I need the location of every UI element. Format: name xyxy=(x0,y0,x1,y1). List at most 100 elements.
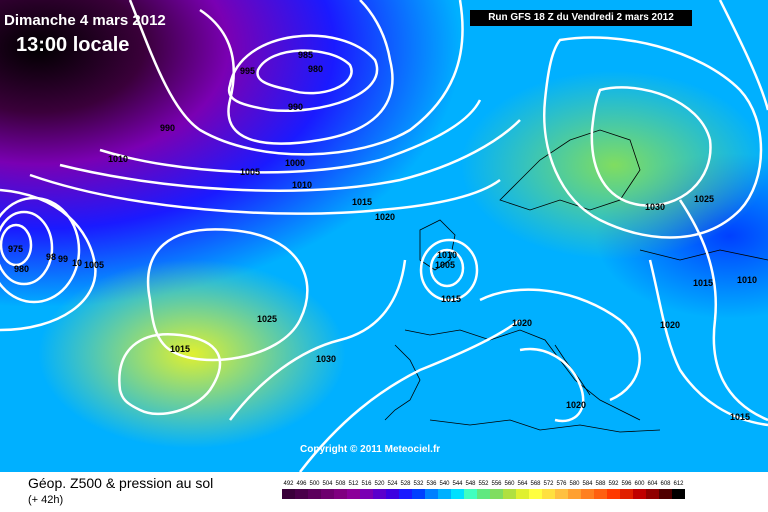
scale-step-label: 604 xyxy=(647,481,658,487)
isobar-label: 990 xyxy=(160,123,175,133)
scale-step-swatch xyxy=(425,489,438,499)
scale-step: 516 xyxy=(360,480,373,499)
scale-step-label: 504 xyxy=(322,481,333,487)
forecast-time: 13:00 locale xyxy=(16,34,130,56)
weather-map: 985 980 995 990 990 1010 1000 1005 1010 … xyxy=(0,0,768,472)
scale-step: 560 xyxy=(503,480,516,499)
scale-step-swatch xyxy=(607,489,620,499)
scale-step-label: 592 xyxy=(608,481,619,487)
scale-step: 504 xyxy=(321,480,334,499)
scale-step-label: 572 xyxy=(543,481,554,487)
isobar-label: 1005 xyxy=(84,260,104,270)
isobar-label: 1030 xyxy=(645,202,665,212)
scale-step-label: 508 xyxy=(335,481,346,487)
scale-step-label: 556 xyxy=(491,481,502,487)
legend-footer: Géop. Z500 & pression au sol (+ 42h) 492… xyxy=(0,472,768,512)
scale-step-label: 524 xyxy=(387,481,398,487)
scale-step: 568 xyxy=(529,480,542,499)
scale-step-label: 492 xyxy=(283,481,294,487)
scale-step-label: 576 xyxy=(556,481,567,487)
scale-step-label: 588 xyxy=(595,481,606,487)
scale-step: 492 xyxy=(282,480,295,499)
scale-step-swatch xyxy=(542,489,555,499)
isobar-label: 1010 xyxy=(737,275,757,285)
scale-step: 500 xyxy=(308,480,321,499)
scale-step-swatch xyxy=(373,489,386,499)
scale-step: 592 xyxy=(607,480,620,499)
atlantic-ridge-field xyxy=(0,0,768,472)
isobar-label: 975 xyxy=(8,244,23,254)
scale-step-swatch xyxy=(321,489,334,499)
scale-step-swatch xyxy=(672,489,685,499)
isobar-label: 1015 xyxy=(352,197,372,207)
coastlines xyxy=(384,129,768,433)
scale-step-swatch xyxy=(646,489,659,499)
scale-step-label: 552 xyxy=(478,481,489,487)
scale-step-swatch xyxy=(516,489,529,499)
scale-step-label: 584 xyxy=(582,481,593,487)
scale-step: 600 xyxy=(633,480,646,499)
legend-title: Géop. Z500 & pression au sol xyxy=(28,475,214,491)
scale-step-swatch xyxy=(412,489,425,499)
isobar-label: 1010 xyxy=(437,250,457,260)
scale-step-label: 536 xyxy=(426,481,437,487)
scale-step: 596 xyxy=(620,480,633,499)
scale-step-swatch xyxy=(594,489,607,499)
scale-step-swatch xyxy=(581,489,594,499)
scale-step-swatch xyxy=(360,489,373,499)
copyright-text: Copyright © 2011 Meteociel.fr xyxy=(300,444,441,455)
isobar-label: 1015 xyxy=(441,294,461,304)
isobar-label: 995 xyxy=(240,66,255,76)
isobar-labels: 985 980 995 990 990 1010 1000 1005 1010 … xyxy=(8,50,757,422)
scale-step-label: 568 xyxy=(530,481,541,487)
isobar-label: 980 xyxy=(14,264,29,274)
scale-step: 604 xyxy=(646,480,659,499)
scale-step-label: 596 xyxy=(621,481,632,487)
scale-step: 572 xyxy=(542,480,555,499)
scale-step-label: 540 xyxy=(439,481,450,487)
scale-step: 536 xyxy=(425,480,438,499)
scale-step-swatch xyxy=(308,489,321,499)
scale-step-label: 612 xyxy=(673,481,684,487)
isobar-label: 1000 xyxy=(285,158,305,168)
scale-step-label: 500 xyxy=(309,481,320,487)
isobar-label: 1020 xyxy=(566,400,586,410)
scale-step-swatch xyxy=(659,489,672,499)
isobar-label: 990 xyxy=(288,102,303,112)
isobar-label: 1005 xyxy=(435,260,455,270)
isobar-label: 1015 xyxy=(170,344,190,354)
scale-step-label: 580 xyxy=(569,481,580,487)
scale-step: 520 xyxy=(373,480,386,499)
scale-step-label: 512 xyxy=(348,481,359,487)
scale-step: 608 xyxy=(659,480,672,499)
isobars xyxy=(0,0,768,472)
scale-step-label: 496 xyxy=(296,481,307,487)
scale-step-swatch xyxy=(633,489,646,499)
isobar-label: 1025 xyxy=(694,194,714,204)
scale-step-label: 560 xyxy=(504,481,515,487)
isobar-label: 1020 xyxy=(660,320,680,330)
scale-step: 508 xyxy=(334,480,347,499)
isobar-label: 1005 xyxy=(240,167,260,177)
scale-step: 532 xyxy=(412,480,425,499)
scale-step-label: 520 xyxy=(374,481,385,487)
scale-step-swatch xyxy=(399,489,412,499)
scale-step-label: 532 xyxy=(413,481,424,487)
scale-step-swatch xyxy=(555,489,568,499)
scale-step-swatch xyxy=(620,489,633,499)
scale-step-swatch xyxy=(529,489,542,499)
scale-step-swatch xyxy=(386,489,399,499)
scale-step-label: 548 xyxy=(465,481,476,487)
scale-step: 496 xyxy=(295,480,308,499)
scale-step: 540 xyxy=(438,480,451,499)
isobar-label: 1025 xyxy=(257,314,277,324)
isobar-label: 1015 xyxy=(693,278,713,288)
scale-step: 524 xyxy=(386,480,399,499)
isobar-label: 985 xyxy=(298,50,313,60)
scale-step: 556 xyxy=(490,480,503,499)
scale-step-swatch xyxy=(477,489,490,499)
scale-step: 580 xyxy=(568,480,581,499)
scale-step-swatch xyxy=(438,489,451,499)
model-run-label: Run GFS 18 Z du Vendredi 2 mars 2012 xyxy=(470,10,692,26)
scale-step-swatch xyxy=(464,489,477,499)
